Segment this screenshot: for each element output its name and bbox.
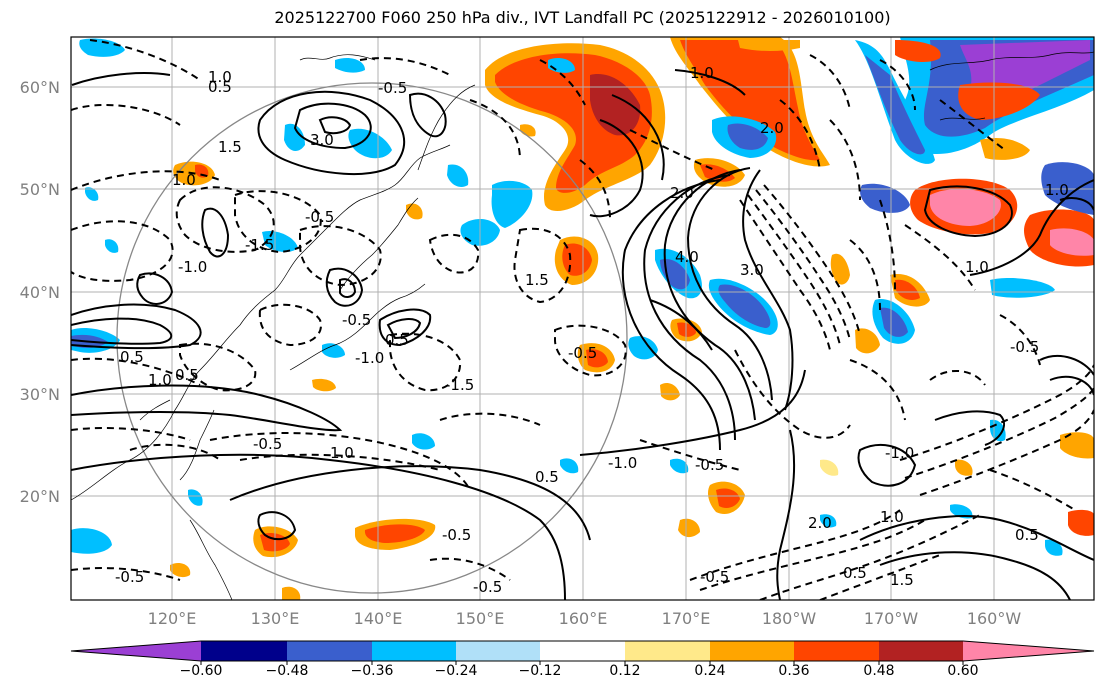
colorbar-tick: −0.60 — [180, 663, 223, 679]
colorbar-extend-low — [71, 641, 201, 661]
contour-label: 4.0 — [675, 248, 699, 266]
contour-label: -1.0 — [608, 454, 637, 472]
contour-label: 1.5 — [218, 138, 242, 156]
landfall-radius-circle — [116, 82, 628, 594]
contour-label: 3.0 — [740, 261, 764, 279]
contour-label: 0.5 — [208, 78, 232, 96]
lon-label: 160°W — [967, 609, 1022, 628]
contour-label: 1.0 — [208, 68, 232, 86]
lat-label: 60°N — [20, 78, 60, 97]
contour-label: 0.5 — [535, 468, 559, 486]
lon-label: 120°E — [148, 609, 197, 628]
colorbar-tick: −0.12 — [519, 663, 562, 679]
lon-label: 140°E — [354, 609, 403, 628]
lon-label: 180°W — [762, 609, 817, 628]
colorbar-tick-labels: −0.60 −0.48 −0.36 −0.24 −0.12 0.12 0.24 … — [180, 663, 979, 679]
lat-label: 40°N — [20, 283, 60, 302]
contour-label: -1.0 — [355, 349, 384, 367]
colorbar-segment — [372, 641, 456, 661]
contour-label: -0.5 — [115, 568, 144, 586]
lon-label: 150°E — [456, 609, 505, 628]
contour-label: -0.5 — [253, 435, 282, 453]
lon-label: 130°E — [251, 609, 300, 628]
contour-label: -0.5 — [378, 79, 407, 97]
contour-label: 1.0 — [172, 171, 196, 189]
graticule — [71, 37, 1094, 600]
contour-label: -0.5 — [473, 578, 502, 596]
contour-label: -0.5 — [442, 526, 471, 544]
contour-label: 3.0 — [310, 131, 334, 149]
contour-label: 0.5 — [175, 366, 199, 384]
contour-label: -1.0 — [178, 258, 207, 276]
contour-label: 1.0 — [1045, 181, 1069, 199]
lon-label: 170°W — [864, 609, 919, 628]
colorbar-segment — [287, 641, 372, 661]
colorbar-tick: −0.48 — [266, 663, 309, 679]
contour-label: -0.5 — [700, 568, 729, 586]
contour-label: -0.5 — [1010, 338, 1039, 356]
colorbar-segment — [201, 641, 287, 661]
colorbar-tick: 0.24 — [694, 663, 725, 679]
contour-label: 1.0 — [880, 508, 904, 526]
lon-label: 160°E — [559, 609, 608, 628]
contour-label: 2.0 — [670, 184, 694, 202]
longitude-labels: 120°E 130°E 140°E 150°E 160°E 170°E 180°… — [148, 609, 1022, 628]
lat-label: 20°N — [20, 487, 60, 506]
contour-label: -0.5 — [695, 456, 724, 474]
colorbar-extend-high — [963, 641, 1094, 661]
colorbar-tick: −0.24 — [435, 663, 478, 679]
colorbar-segment — [456, 641, 540, 661]
contours-positive — [71, 69, 1094, 600]
divergence-shading — [71, 37, 1094, 600]
colorbar-segment — [625, 641, 710, 661]
contour-label: -1.5 — [245, 236, 274, 254]
lat-label: 30°N — [20, 385, 60, 404]
latitude-labels: 60°N 50°N 40°N 30°N 20°N — [20, 78, 60, 506]
coastlines — [71, 51, 1094, 600]
contour-label: 0.5 — [385, 331, 409, 349]
contour-label: 1.0 — [690, 64, 714, 82]
contour-label: -1.5 — [445, 376, 474, 394]
contour-label: -0.5 — [342, 311, 371, 329]
colorbar-segment — [540, 641, 625, 661]
map-title: 2025122700 F060 250 hPa div., IVT Landfa… — [274, 8, 891, 27]
colorbar-tick: 0.60 — [947, 663, 978, 679]
contour-label: 0.5 — [120, 348, 144, 366]
colorbar-tick: 0.48 — [863, 663, 894, 679]
lon-label: 170°E — [662, 609, 711, 628]
map-frame — [70, 36, 1095, 601]
colorbar — [70, 640, 1095, 665]
colorbar-segment — [794, 641, 879, 661]
lat-label: 50°N — [20, 180, 60, 199]
contour-label: 1.0 — [148, 371, 172, 389]
contour-labels: 1.0 -0.5 0.5 3.0 1.5 1.0 -1.0 -0.5 -1.5 … — [115, 64, 1069, 596]
contour-label: -0.5 — [305, 208, 334, 226]
colorbar-tick: 0.36 — [778, 663, 809, 679]
contour-label: 0.5 — [1015, 526, 1039, 544]
contour-label: 1.0 — [965, 258, 989, 276]
contour-label: 1.0 — [330, 444, 354, 462]
colorbar-segment — [710, 641, 794, 661]
contour-label: 0.5 — [843, 564, 867, 582]
contour-label: 1.5 — [525, 271, 549, 289]
contour-label: -0.5 — [568, 344, 597, 362]
contour-label: -1.0 — [885, 444, 914, 462]
contour-label: 2.0 — [808, 514, 832, 532]
colorbar-tick: −0.36 — [351, 663, 394, 679]
colorbar-tick: 0.12 — [609, 663, 640, 679]
contours-negative — [71, 39, 1094, 600]
contour-label: 2.0 — [760, 119, 784, 137]
colorbar-segment — [879, 641, 963, 661]
contour-label: 1.5 — [890, 571, 914, 589]
